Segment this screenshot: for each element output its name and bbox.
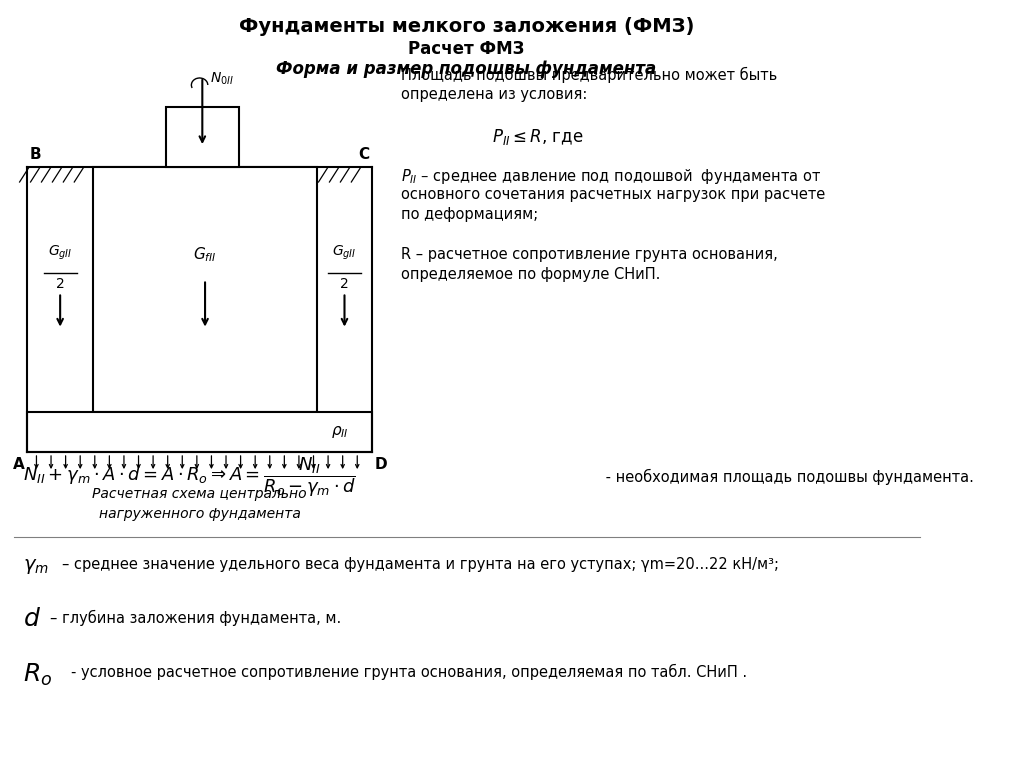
Text: $d$: $d$ bbox=[23, 607, 41, 631]
Text: определена из условия:: определена из условия: bbox=[401, 87, 588, 102]
Text: $P_{II}$ – среднее давление под подошвой  фундамента от: $P_{II}$ – среднее давление под подошвой… bbox=[401, 167, 821, 186]
Bar bbox=[93, 167, 317, 412]
Text: $G_{gII}$: $G_{gII}$ bbox=[48, 244, 73, 262]
Text: основного сочетания расчетных нагрузок при расчете: основного сочетания расчетных нагрузок п… bbox=[401, 187, 825, 202]
Text: $\gamma_m$: $\gamma_m$ bbox=[23, 557, 49, 576]
Text: по деформациям;: по деформациям; bbox=[401, 207, 539, 222]
Text: Расчет ФМЗ: Расчет ФМЗ bbox=[409, 40, 524, 58]
Text: 2: 2 bbox=[340, 276, 349, 291]
Text: определяемое по формуле СНиП.: определяемое по формуле СНиП. bbox=[401, 267, 660, 282]
Text: - условное расчетное сопротивление грунта основания, определяемая по табл. СНиП : - условное расчетное сопротивление грунт… bbox=[71, 664, 748, 680]
Text: $N_{II} + \gamma_m \cdot A \cdot d = A \cdot R_o \Rightarrow A = \dfrac{N_{II}}{: $N_{II} + \gamma_m \cdot A \cdot d = A \… bbox=[23, 455, 355, 499]
Bar bbox=[166, 107, 239, 167]
Text: – глубина заложения фундамента, м.: – глубина заложения фундамента, м. bbox=[50, 610, 341, 626]
Text: $P_{II} \leq R$, где: $P_{II} \leq R$, где bbox=[493, 127, 584, 147]
Bar bbox=[28, 412, 372, 452]
Text: - необходимая площадь подошвы фундамента.: - необходимая площадь подошвы фундамента… bbox=[601, 469, 975, 485]
Text: B: B bbox=[30, 147, 42, 162]
Text: $N_{0II}$: $N_{0II}$ bbox=[210, 71, 233, 87]
Text: Фундаменты мелкого заложения (ФМЗ): Фундаменты мелкого заложения (ФМЗ) bbox=[239, 17, 694, 36]
Text: $R_o$: $R_o$ bbox=[23, 662, 52, 688]
Text: – среднее значение удельного веса фундамента и грунта на его уступах; γm=20...22: – среднее значение удельного веса фундам… bbox=[62, 557, 779, 572]
Text: $G_{gII}$: $G_{gII}$ bbox=[333, 244, 356, 262]
Text: Форма и размер подошвы фундамента: Форма и размер подошвы фундамента bbox=[276, 60, 656, 78]
Text: 2: 2 bbox=[55, 276, 65, 291]
Text: C: C bbox=[358, 147, 369, 162]
Text: нагруженного фундамента: нагруженного фундамента bbox=[98, 507, 300, 521]
Text: Площадь подошвы предварительно может быть: Площадь подошвы предварительно может быт… bbox=[401, 67, 777, 83]
Text: Расчетная схема центрально: Расчетная схема центрально bbox=[92, 487, 307, 501]
Text: $\rho_{II}$: $\rho_{II}$ bbox=[331, 424, 349, 440]
Text: $G_{fII}$: $G_{fII}$ bbox=[194, 245, 217, 265]
Text: D: D bbox=[375, 457, 387, 472]
Text: A: A bbox=[13, 457, 25, 472]
Text: R – расчетное сопротивление грунта основания,: R – расчетное сопротивление грунта основ… bbox=[401, 247, 778, 262]
